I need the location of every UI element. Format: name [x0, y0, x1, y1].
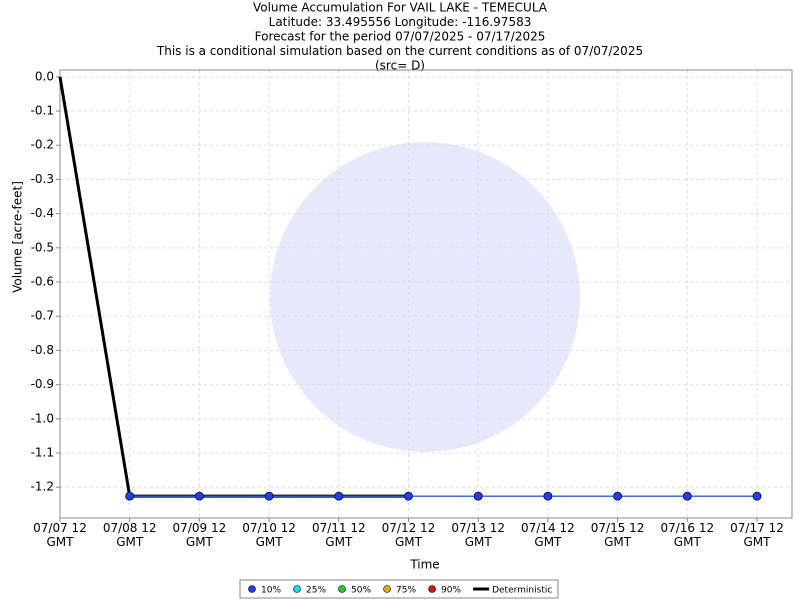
y-tick-label: -0.5 [31, 240, 54, 254]
chart-title: Forecast for the period 07/07/2025 - 07/… [255, 30, 546, 44]
legend-label: 25% [306, 586, 326, 596]
series-marker [195, 491, 204, 501]
y-tick-label: -0.1 [31, 104, 54, 118]
y-tick-label: -0.2 [31, 138, 54, 152]
y-tick-label: -0.8 [31, 343, 54, 357]
series-marker [334, 491, 344, 501]
plot-frame [59, 69, 793, 519]
y-tick-label: 0.0 [35, 69, 54, 83]
x-tick-label: 07/13 12 GMT [451, 521, 506, 549]
x-tick-label: 07/16 12 GMT [660, 521, 715, 549]
y-tick-label: -0.9 [31, 377, 54, 391]
legend-label: 75% [396, 586, 416, 596]
legend-swatch [383, 585, 391, 593]
y-tick-label: -0.6 [31, 275, 54, 289]
legend-label: Deterministic [492, 586, 552, 596]
y-tick-label: -1.0 [31, 411, 54, 425]
legend-label: 10% [261, 586, 281, 596]
y-tick-label: -1.2 [31, 480, 54, 494]
x-axis-label: Time [409, 558, 439, 572]
series-marker [682, 491, 692, 501]
y-tick-label: -0.4 [31, 206, 54, 220]
x-tick-label: 07/11 12 GMT [311, 521, 366, 549]
x-tick-label: 07/14 12 GMT [521, 521, 575, 549]
series-marker [543, 491, 553, 501]
chart-title: Latitude: 33.495556 Longitude: -116.9758… [269, 15, 532, 29]
legend-box [239, 579, 559, 599]
series-marker [613, 491, 622, 501]
x-tick-label: 07/12 12 GMT [381, 521, 436, 549]
series-marker [473, 491, 483, 501]
x-tick-label: 07/10 12 GMT [242, 521, 296, 549]
x-tick-label: 07/09 12 GMT [172, 521, 227, 549]
series-marker [752, 491, 762, 501]
y-tick-label: -0.7 [31, 309, 54, 323]
y-tick-label: -0.3 [31, 172, 54, 186]
chart-title: (src= D) [375, 59, 425, 73]
legend-label: 90% [441, 586, 461, 596]
series-marker [404, 491, 413, 501]
chart-title: Volume Accumulation For VAIL LAKE - TEME… [253, 1, 548, 15]
x-tick-label: 07/07 12 GMT [33, 521, 87, 549]
legend-label: 50% [351, 586, 371, 596]
y-axis-label: Volume [acre-feet] [11, 181, 25, 293]
x-tick-label: 07/08 12 GMT [102, 521, 157, 549]
x-tick-label: 07/17 12 GMT [730, 521, 784, 549]
series-marker [125, 491, 134, 501]
legend-swatch [428, 585, 436, 593]
watermark [270, 142, 580, 452]
x-tick-label: 07/15 12 GMT [590, 521, 645, 549]
chart-title: This is a conditional simulation based o… [156, 44, 643, 58]
series-marker [264, 491, 274, 501]
legend-swatch [293, 585, 301, 593]
legend-swatch [248, 585, 256, 593]
legend-swatch [338, 585, 346, 593]
y-tick-label: -1.1 [31, 446, 54, 460]
